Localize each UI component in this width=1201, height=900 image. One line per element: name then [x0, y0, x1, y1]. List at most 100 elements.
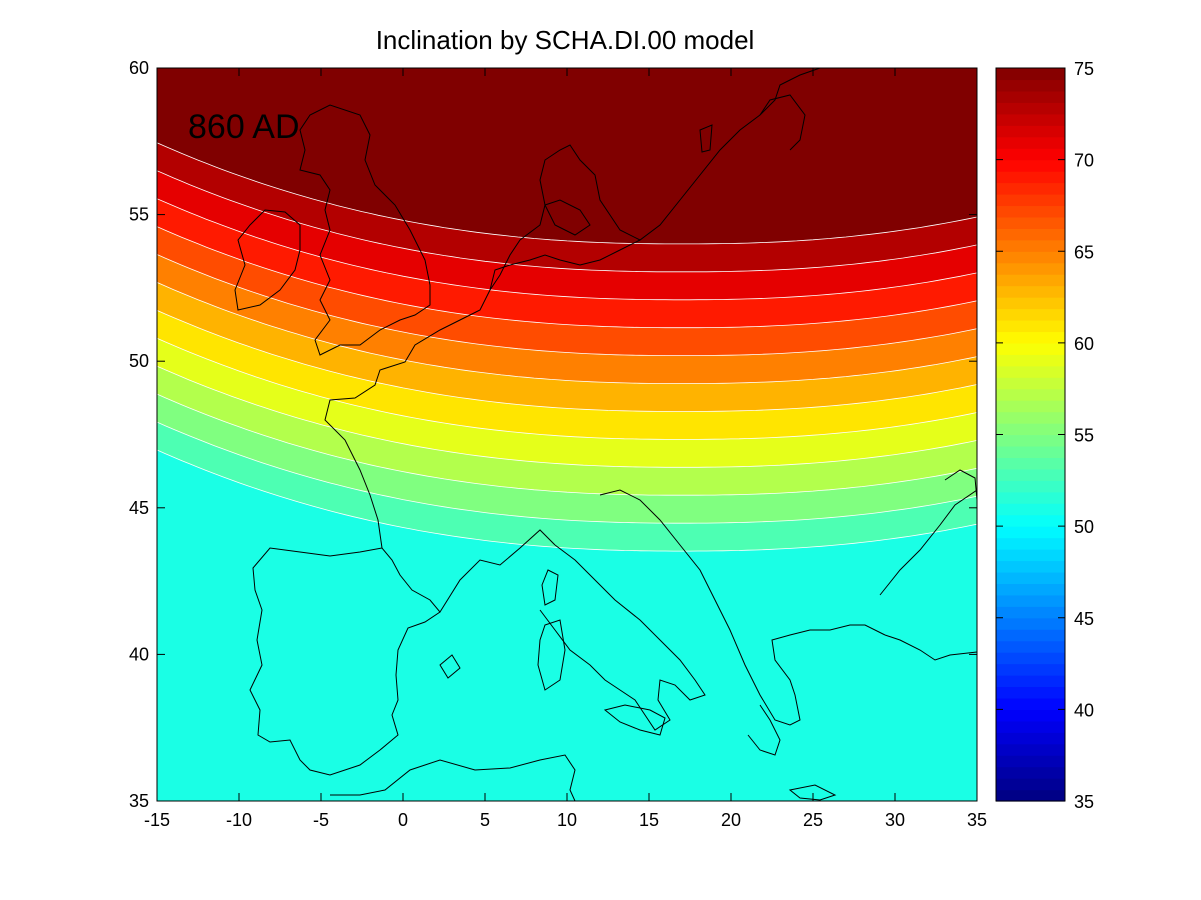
colorbar-step — [996, 457, 1065, 470]
colorbar-step — [996, 560, 1065, 573]
colorbar-step — [996, 480, 1065, 493]
contour-line — [157, 170, 977, 273]
colorbar-step — [996, 617, 1065, 630]
coastline-denmark — [544, 199, 591, 236]
x-tick-label: 30 — [885, 810, 905, 830]
coastline-adriatic — [599, 489, 886, 726]
colorbar-step — [996, 686, 1065, 699]
colorbar-step — [996, 262, 1065, 275]
colorbar-step — [996, 468, 1065, 481]
colorbar-step — [996, 411, 1065, 424]
colorbar-step — [996, 526, 1065, 539]
colorbar-step — [996, 423, 1065, 436]
colorbar: 75 70 65 60 55 50 45 40 35 — [995, 59, 1094, 812]
colorbar-step — [996, 365, 1065, 378]
coastline-turkey — [884, 634, 977, 661]
x-tick-label: 5 — [480, 810, 490, 830]
colorbar-step — [996, 732, 1065, 745]
colorbar-step — [996, 216, 1065, 229]
y-tick-label: 60 — [129, 58, 149, 78]
colorbar-step — [996, 629, 1065, 642]
coastline-gotland — [699, 124, 713, 153]
coastline-britain — [299, 104, 431, 356]
colorbar-step — [996, 709, 1065, 722]
colorbar-step — [996, 755, 1065, 768]
colorbar-step — [996, 388, 1065, 401]
colorbar-step — [996, 354, 1065, 367]
coastline-sardinia — [537, 619, 566, 691]
coastline-corsica — [541, 569, 559, 606]
colorbar-step — [996, 331, 1065, 344]
colorbar-step — [996, 697, 1065, 710]
coastline-north-africa — [330, 754, 576, 801]
colorbar-step — [996, 491, 1065, 504]
colorbar-step — [996, 583, 1065, 596]
colorbar-step — [996, 652, 1065, 665]
colorbar-step — [996, 640, 1065, 653]
coastline-caspian-edge — [944, 469, 977, 501]
x-tick-label: -5 — [313, 810, 329, 830]
colorbar-step — [996, 308, 1065, 321]
x-tick-label: 10 — [557, 810, 577, 830]
colorbar-step — [996, 789, 1065, 802]
colorbar-tick-label: 70 — [1074, 151, 1094, 171]
colorbar-step — [996, 102, 1065, 115]
colorbar-step — [996, 663, 1065, 676]
colorbar-tick-label: 35 — [1074, 792, 1094, 812]
colorbar-step — [996, 193, 1065, 207]
colorbar-step — [996, 434, 1065, 447]
plot-area: 860 AD — [157, 68, 977, 801]
colorbar-step — [996, 377, 1065, 390]
contour-line — [157, 449, 977, 552]
contour-line — [157, 337, 977, 440]
colorbar-tick-label: 65 — [1074, 242, 1094, 262]
x-axis: -15 -10 -5 0 5 10 15 20 25 30 35 — [144, 68, 987, 830]
x-tick-label: 25 — [803, 810, 823, 830]
colorbar-step — [996, 606, 1065, 619]
colorbar-step — [996, 445, 1065, 458]
contour-lines — [157, 142, 977, 552]
coastline-scandinavia — [489, 68, 821, 291]
coastline-mediterranean-france — [439, 529, 556, 613]
colorbar-step — [996, 342, 1065, 355]
coastline-finland — [759, 94, 806, 151]
contour-line — [157, 393, 977, 496]
x-tick-label: 15 — [639, 810, 659, 830]
colorbar-step — [996, 79, 1065, 92]
colorbar-tick-label: 45 — [1074, 609, 1094, 629]
colorbar-step — [996, 113, 1065, 126]
colorbar-step — [996, 503, 1065, 516]
x-tick-label: -10 — [226, 810, 252, 830]
coastline-sicily — [603, 704, 666, 736]
coastline-baltic — [489, 239, 641, 291]
inclination-bands — [157, 142, 977, 801]
colorbar-step — [996, 228, 1065, 241]
y-axis: 60 55 50 45 40 35 — [129, 58, 977, 811]
colorbar-step — [996, 675, 1065, 688]
colorbar-step — [996, 514, 1065, 527]
inclination-band — [157, 450, 977, 801]
x-tick-label: 35 — [967, 810, 987, 830]
contour-line — [157, 226, 977, 329]
colorbar-step — [996, 285, 1065, 298]
colorbar-bands — [996, 68, 1065, 802]
colorbar-step — [996, 594, 1065, 607]
coastlines — [234, 68, 977, 801]
coastline-greece — [747, 704, 781, 756]
coastline-iberia — [249, 547, 441, 776]
coastline-ireland — [234, 209, 301, 311]
colorbar-tick-label: 75 — [1074, 59, 1094, 79]
colorbar-step — [996, 125, 1065, 138]
y-tick-label: 50 — [129, 351, 149, 371]
colorbar-step — [996, 274, 1065, 287]
contour-line — [157, 310, 977, 412]
x-tick-label: -15 — [144, 810, 170, 830]
coastline-italy — [539, 544, 706, 731]
colorbar-step — [996, 159, 1065, 172]
coastline-france — [324, 289, 491, 549]
era-label: 860 AD — [188, 108, 300, 146]
y-tick-label: 45 — [129, 498, 149, 518]
colorbar-step — [996, 319, 1065, 333]
coastline-black-sea — [879, 489, 977, 596]
